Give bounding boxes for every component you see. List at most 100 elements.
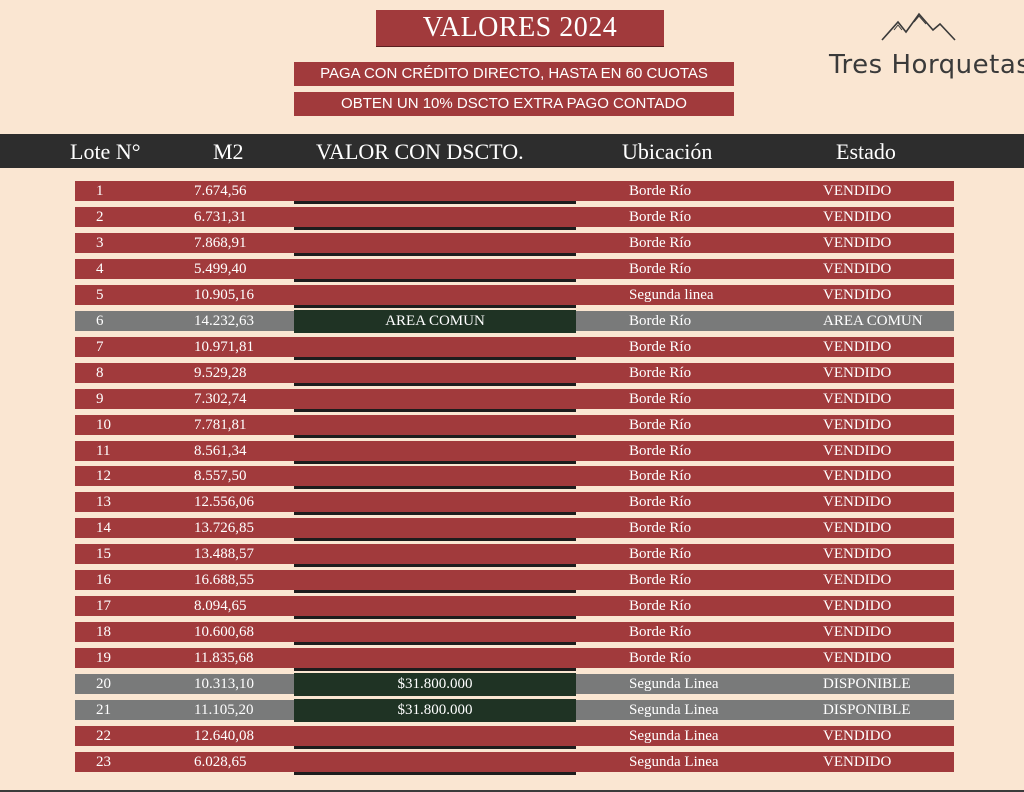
valor-cell xyxy=(294,596,576,616)
price-cell-bg xyxy=(294,699,576,722)
valor-cell xyxy=(294,752,576,772)
column-header-estado: Estado xyxy=(836,139,896,164)
column-header-ubicacion: Ubicación xyxy=(622,139,713,164)
price-cell-bg xyxy=(294,206,576,230)
table-row: 22 12.640,08 Segunda Linea VENDIDO xyxy=(0,725,1024,750)
lote-cell: 14 xyxy=(96,520,111,537)
promo-banner-discount: OBTEN UN 10% DSCTO EXTRA PAGO CONTADO xyxy=(294,92,734,116)
lote-cell: 11 xyxy=(96,442,111,459)
price-cell-bg xyxy=(294,309,576,333)
ubicacion-cell: Borde Río xyxy=(629,416,692,433)
table-row: 16 16.688,55 Borde Río VENDIDO xyxy=(0,570,1024,594)
m2-cell: 12.556,06 xyxy=(194,494,254,511)
valor-cell xyxy=(294,726,576,746)
price-cell-bg xyxy=(294,596,576,620)
estado-cell: VENDIDO xyxy=(823,390,892,407)
lote-cell: 2 xyxy=(96,208,104,225)
valor-cell xyxy=(294,233,576,253)
table-row: 15 13.488,57 Borde Río VENDIDO xyxy=(0,544,1024,568)
estado-cell: VENDIDO xyxy=(823,286,892,303)
valor-cell xyxy=(294,207,576,227)
price-cell-bg xyxy=(294,440,576,464)
table-row: 5 10.905,16 Segunda linea VENDIDO xyxy=(0,284,1024,309)
valor-cell: $31.800.000 xyxy=(397,702,473,718)
lote-cell: 5 xyxy=(96,286,104,303)
lote-cell: 1 xyxy=(96,183,104,199)
m2-cell: 11.105,20 xyxy=(194,702,254,718)
m2-cell: 6.028,65 xyxy=(194,753,247,770)
valor-cell xyxy=(294,389,576,409)
price-cell-bg xyxy=(294,492,576,516)
ubicacion-cell: Borde Río xyxy=(629,624,692,641)
estado-cell: VENDIDO xyxy=(823,494,892,511)
m2-cell: 5.499,40 xyxy=(194,260,247,277)
estado-cell: VENDIDO xyxy=(823,546,892,563)
price-cell-bg xyxy=(294,336,576,360)
lote-cell: 3 xyxy=(96,234,104,251)
price-cell-bg xyxy=(294,466,576,490)
valor-cell xyxy=(294,363,576,383)
table-row: 18 10.600,68 Borde Río VENDIDO xyxy=(0,622,1024,646)
ubicacion-cell: Borde Río xyxy=(629,572,692,589)
price-cell-bg xyxy=(294,673,576,697)
lote-cell: 12 xyxy=(96,468,111,485)
ubicacion-cell: Segunda Linea xyxy=(629,753,719,770)
ubicacion-cell: Borde Río xyxy=(629,598,692,615)
table-row: 1 7.674,56 Borde Río VENDIDO xyxy=(0,181,1024,205)
estado-cell: VENDIDO xyxy=(823,572,892,589)
ubicacion-cell: Borde Río xyxy=(629,546,692,563)
ubicacion-cell: Borde Río xyxy=(629,442,692,459)
valor-cell xyxy=(294,441,576,461)
valor-cell: AREA COMUN xyxy=(385,312,485,329)
valor-cell xyxy=(294,415,576,435)
column-header-m2: M2 xyxy=(213,139,244,164)
table-row: 14 13.726,85 Borde Río VENDIDO xyxy=(0,518,1024,542)
lote-cell: 19 xyxy=(96,650,111,667)
table-header: Lote N° M2 VALOR CON DSCTO. Ubicación Es… xyxy=(0,134,1024,168)
m2-cell: 10.600,68 xyxy=(194,624,254,641)
table-row: 2 6.731,31 Borde Río VENDIDO xyxy=(0,206,1024,231)
estado-cell: VENDIDO xyxy=(823,338,892,355)
estado-cell: AREA COMUN xyxy=(823,312,923,329)
table-row: 3 7.868,91 Borde Río VENDIDO xyxy=(0,232,1024,257)
table-row: 20 10.313,10 $31.800.000 Segunda Linea DISPO… xyxy=(0,673,1024,698)
table-row: 8 9.529,28 Borde Río VENDIDO xyxy=(0,362,1024,387)
ubicacion-cell: Borde Río xyxy=(629,390,692,407)
lote-cell: 13 xyxy=(96,494,111,511)
ubicacion-cell: Borde Río xyxy=(629,183,692,199)
m2-cell: 16.688,55 xyxy=(194,572,254,589)
ubicacion-cell: Segunda Linea xyxy=(629,727,719,744)
table-row: 23 6.028,65 Segunda Linea VENDIDO xyxy=(0,751,1024,776)
m2-cell: 8.561,34 xyxy=(194,442,247,459)
price-cell-bg xyxy=(294,362,576,386)
price-cell-bg xyxy=(294,622,576,646)
estado-cell: VENDIDO xyxy=(823,598,892,615)
price-cell-bg xyxy=(294,181,576,204)
brand-name: Tres Horquetas xyxy=(829,50,1024,80)
lote-cell: 4 xyxy=(96,260,104,277)
lote-cell: 22 xyxy=(96,727,111,744)
price-cell-bg xyxy=(294,751,576,775)
m2-cell: 7.781,81 xyxy=(194,416,247,433)
m2-cell: 10.313,10 xyxy=(194,676,254,693)
estado-cell: VENDIDO xyxy=(823,364,892,381)
table-row: 6 14.232,63 AREA COMUN Borde Río AREA COMUN xyxy=(0,309,1024,335)
price-cell-bg xyxy=(294,570,576,594)
table-row: 13 12.556,06 Borde Río VENDIDO xyxy=(0,492,1024,516)
ubicacion-cell: Borde Río xyxy=(629,520,692,537)
m2-cell: 10.971,81 xyxy=(194,338,254,355)
valor-cell xyxy=(294,544,576,564)
valor-cell xyxy=(294,285,576,305)
price-cell-bg xyxy=(294,544,576,568)
ubicacion-cell: Borde Río xyxy=(629,650,692,667)
price-cell-bg xyxy=(294,725,576,749)
m2-cell: 6.731,31 xyxy=(194,208,247,225)
m2-cell: 11.835,68 xyxy=(194,650,254,667)
estado-cell: VENDIDO xyxy=(823,468,892,485)
table-row: 17 8.094,65 Borde Río VENDIDO xyxy=(0,596,1024,620)
footer-divider xyxy=(0,790,1024,792)
valor-cell xyxy=(294,492,576,512)
table-row: 21 11.105,20 $31.800.000 Segunda Linea DISPO… xyxy=(0,699,1024,724)
lote-cell: 8 xyxy=(96,364,104,381)
lote-cell: 7 xyxy=(96,338,104,355)
